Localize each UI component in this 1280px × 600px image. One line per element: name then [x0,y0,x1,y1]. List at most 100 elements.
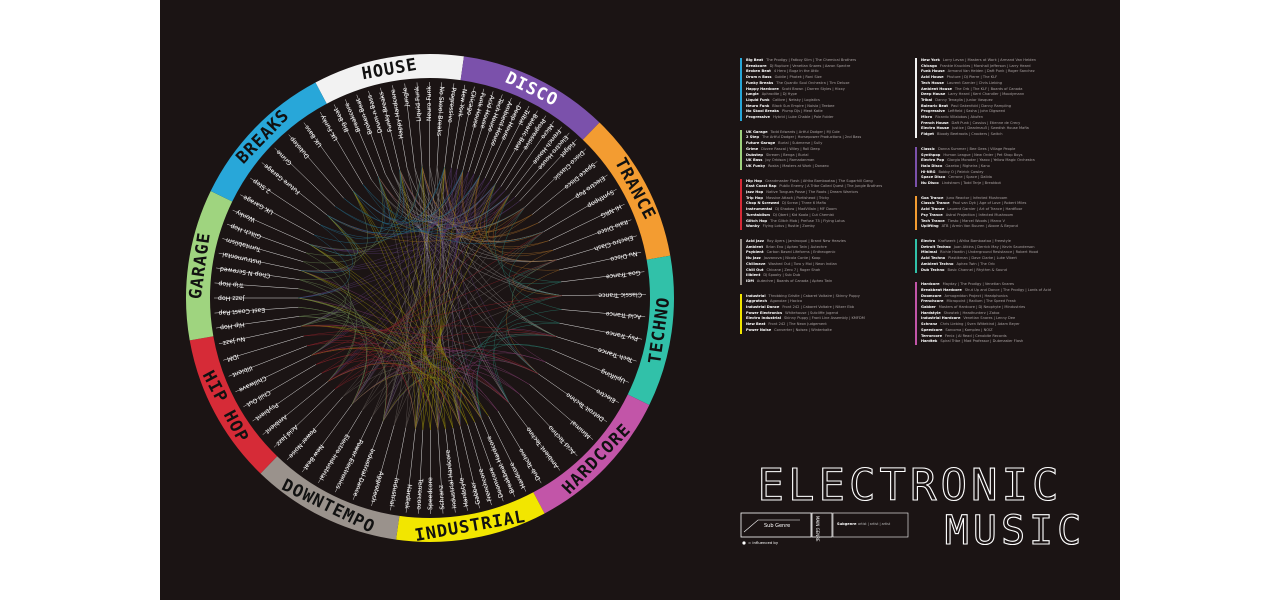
legend-subgenre: Micro [921,115,933,120]
legend-row: Detroit Techno Juan Atkins | Derrick May … [921,245,1085,251]
legend-row: Electro Pop Giorgio Moroder | Yazoo | Yel… [921,158,1085,164]
subgenre-label: Liquid Funk [414,86,423,122]
legend-subgenre: Balearic Beat [921,103,948,108]
legend-subgenre: Ambient [746,244,764,249]
legend-artists: Native Tongues Posse | The Roots | Dream… [766,190,859,195]
legend-subgenre: Trip Hop [746,195,763,200]
legend-subgenre: Breakbeat Hardcore [921,287,962,292]
legend-artists: Aphrodite | Dj Hype [761,92,797,97]
subgenre-label: Aggrotech [369,470,384,503]
legend-artists: DJ Spooky | Sub Dub [763,273,801,278]
legend-artists: Black Sun Empire | Noisia | Teebee [772,103,835,108]
influence-line [327,362,468,425]
legend-subgenre: Hardtek [921,339,938,344]
subgenre-spoke [488,416,527,492]
legend-subgenre: Electro Pop [921,158,945,163]
legend-row: Goa Trance Juno Reactor | Infected Mushro… [921,196,1085,202]
influence-line [311,347,482,420]
legend-row: Chill Out Chicane | Zero 7 | Roger Shah [746,268,910,274]
subgenre-spoke [301,404,353,473]
subgenre-spoke [262,381,328,435]
influence-line [430,175,480,431]
legend-subgenre: Psy Trance [921,212,943,217]
legend-artists: Gazebo | Righeira | Kano [945,163,990,168]
legend-row: Psybient Carbon Based Lifeforms | Entheog… [746,250,910,256]
legend-row: Italo Disco Gazebo | Righeira | Kano [921,164,1085,170]
legend-subgenre: Big Beat [746,58,764,62]
influence-line [406,167,482,420]
legend-artists: Frankie Knuckles | Marshall Jefferson | … [940,63,1031,68]
subgenre-spoke [556,235,637,261]
main-genre-arc [460,56,600,140]
legend-row: Classic Donna Summer | Bee Gees | Village… [921,147,1085,153]
influence-line [351,175,480,405]
legend-artists: Chris Liebing | Sven Wittekind | Adam Be… [940,322,1020,327]
legend-row: Tech Trance Tiesto | Marcel Woods | Marco… [921,219,1085,225]
influence-line [421,166,454,429]
subgenre-label: Dubstep [289,135,311,159]
subgenre-spoke [473,94,503,174]
legend-subgenre: Chill Out [746,267,764,272]
legend-artists: DJ Rupture | Venetian Snares | Aaron Spe… [769,63,851,68]
legend-subgenre: Synthpop [921,152,941,157]
subgenre-label: Electro [595,387,617,404]
legend-artists: Armand Van Helden | Daft Punk | Roger Sa… [947,69,1035,74]
subgenre-spoke [479,97,512,176]
legend-subgenre: Glitch Hop [746,218,768,223]
subgenre-spoke [548,203,625,241]
legend-subgenre: Happy Hardcore [746,86,779,91]
subgenre-spoke [226,223,307,254]
legend-artists: Washed Out | Toro y Moi | Neon Indian [768,261,837,266]
legend-row: Grime Dizzee Rascal | Wiley | Roll Deep [746,147,910,153]
legend-subgenre: Progressive [921,109,945,114]
legend-row: Future Garage Burial | Submerse | Sully [746,141,910,147]
legend-row: Breakcore DJ Rupture | Venetian Snares | … [746,64,910,70]
subgenre-spoke [380,87,400,170]
influence-line [371,166,445,417]
legend-subgenre: Power Noise [746,327,772,332]
legend-artists: Jazzanova | Nicola Conte | Koop [763,256,821,261]
legend-artists: Fenix | Al Read | Cenobite Records [945,333,1007,338]
influence-line [501,206,562,310]
influence-line [327,215,482,420]
influence-line [371,179,557,263]
subgenre-spoke [216,267,300,280]
main-genre-label: HARDCORE [558,420,635,499]
legend-artists: Larry Heard | Kerri Chandler | Moodymann [948,92,1025,97]
influence-line [327,183,496,382]
legend-subgenre: Wonky [746,224,760,229]
subgenre-spoke [418,429,424,514]
subgenre-label: Psybient [253,401,279,422]
subgenre-spoke [500,115,547,187]
influence-line [309,200,520,254]
subgenre-label: Jungle [402,87,411,108]
legend-subgenre: Goa Trance [921,195,944,200]
influence-line [327,175,480,235]
influence-line [334,166,423,229]
influence-line [405,170,464,428]
legend: Big Beat The Prodigy | Fatboy Slim | The … [740,58,1120,413]
legend-artists: The Artful Dodger | Horsepower Productio… [762,135,862,140]
influence-line [334,193,511,390]
legend-artists: Ricardo Villalobos | Akufen [935,115,983,120]
main-genre-arc [186,191,233,341]
influence-line [513,259,562,284]
subgenre-label: Nu Disco [609,250,637,263]
legend-artists: Calibre | Netsky | Logistics [772,97,820,102]
legend-artists: Mayday | The Prodigy | Venetian Snares [942,282,1014,287]
legend-artists: Laurent Garnier | Chris Liebing [946,80,1003,85]
subgenre-spoke [232,209,310,245]
legend-artists: Front 242 | The Neon Judgement [768,322,827,327]
influence-line [306,342,461,427]
subgenre-spoke [543,188,617,232]
subgenre-label: Wonky [235,208,257,223]
subgenre-spoke [445,429,456,513]
legend-subgenre: Hardstyle [921,310,941,315]
subgenre-spoke [559,322,643,340]
legend-row: Chop N Screwed DJ Screw | Three 6 Mafia [746,201,910,207]
influence-line [362,184,545,245]
legend-row: Funk House Armand Van Helden | Daft Punk … [921,69,1085,75]
legend-row: Frenchcore Micropoint | Radium | The Spee… [921,299,1085,305]
main-genre-arc [315,54,464,104]
